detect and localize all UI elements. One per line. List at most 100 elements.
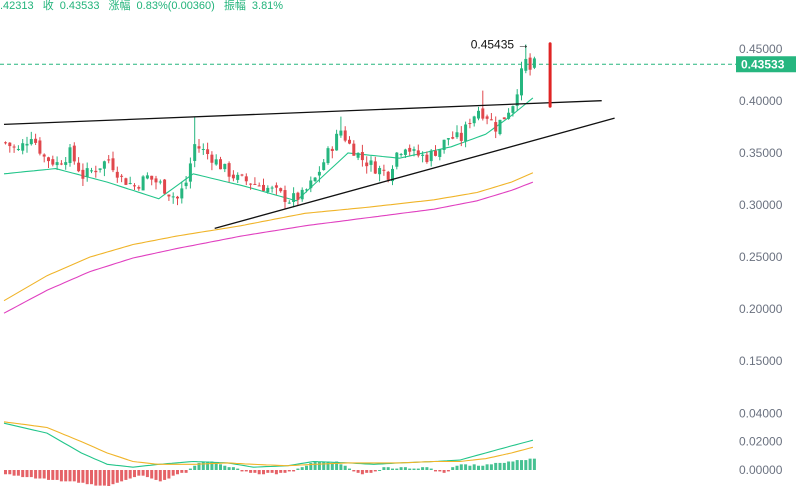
macd-tick-label: 0.02000 [739,435,783,449]
candle-body [85,168,89,177]
candle-body [210,154,214,163]
candle-body [231,174,235,179]
candle-body [4,142,7,144]
candle-body [339,130,343,136]
macd-histogram-bar [511,461,515,470]
candle-body [283,190,287,202]
candle-body [322,162,326,171]
macd-histogram-bar [348,468,351,470]
macd-histogram-bar [124,470,128,480]
candle-body [120,175,124,177]
candle-body [253,183,257,185]
candle-body [494,122,498,132]
macd-histogram-bar [309,462,313,470]
macd-histogram-bar [21,470,25,478]
macd-histogram-bar [408,468,412,470]
candle-body [515,94,519,106]
macd-histogram-bar [322,461,326,470]
candle-body [77,162,81,172]
candle-body [485,116,489,119]
macd-histogram-bar [335,461,339,470]
macd-histogram-bar [287,470,291,472]
macd-histogram-bar [403,467,407,470]
support-trendline[interactable] [214,117,615,230]
macd-histogram-bar [421,467,425,470]
candle-body [446,138,450,140]
candle-body [520,68,523,96]
header-price-fragment: .42313 [0,0,34,12]
macd-histogram-bar [515,460,519,470]
macd-histogram-bar [158,470,162,482]
macd-histogram-bar [154,470,158,480]
candle-body [335,133,339,151]
macd-histogram-bar [382,467,386,470]
candle-body [81,169,85,179]
macd-histogram-bar [477,465,480,470]
macd-histogram-bar [98,470,102,486]
macd-dea-line [3,421,534,467]
macd-histogram-bar [244,470,248,472]
macd-histogram-bar [59,470,63,482]
candle-body [274,185,278,188]
macd-histogram-bar [494,462,498,470]
candle-body [477,110,480,119]
macd-histogram-bar [137,470,141,476]
candle-body [360,152,364,161]
macd-histogram-bar [378,470,382,471]
macd-histogram-bar [459,464,463,470]
candle-body [38,140,42,154]
macd-histogram-bar [38,470,42,479]
candle-body [145,175,149,179]
candle-body [412,149,416,151]
candle-body [223,163,227,170]
macd-histogram-bar [360,470,364,475]
candle-body [180,188,184,199]
candle-body [459,132,463,141]
macd-histogram-bar [227,467,231,470]
macd-histogram-bar [296,468,300,470]
candle-body [434,150,437,156]
candle-body [382,169,386,171]
macd-histogram-bar [107,470,111,486]
macd-histogram-bar [369,470,373,473]
candle-body [124,178,128,185]
ohlc-header: .42313 收 0.43533 涨幅 0.83%(0.00360) 振幅 3.81% [0,0,289,13]
macd-histogram-bar [300,467,304,470]
macd-histogram-bar [524,460,528,470]
current-price-badge [736,56,796,73]
candle-body [266,187,270,193]
macd-histogram-bar [442,470,446,473]
candle-body [468,123,472,125]
candle-body [55,162,59,166]
macd-histogram-bar [412,468,416,470]
candle-body [25,143,29,146]
candle-body [90,170,93,172]
macd-histogram-bar [489,464,493,470]
macd-histogram-bar [25,470,29,478]
macd-histogram-bar [326,461,330,470]
macd-histogram-bar [425,467,429,470]
resistance-trendline[interactable] [3,100,602,126]
macd-histogram-bar [446,470,450,472]
macd-histogram-bar [317,461,321,470]
macd-histogram-bar [399,467,403,470]
macd-histogram-bar [330,462,334,470]
macd-histogram-bar [339,464,343,470]
candle-body [528,57,532,70]
candle-body [72,145,76,162]
macd-histogram-bar [214,462,218,470]
macd-histogram-bar [434,470,437,472]
macd-histogram-bar [133,470,136,478]
macd-tick-label: 0.00000 [739,463,783,477]
candle-body [47,157,50,162]
candle-body [102,161,106,169]
candle-body [201,149,205,151]
price-panel: 0.45000 0.40000 0.35000 0.30000 0.25000 0.200… [0,37,796,368]
macd-histogram-bar [231,467,235,470]
macd-histogram-bar [219,464,222,470]
macd-histogram-bar [343,465,347,470]
candle-body [524,58,528,71]
candle-body [348,139,351,144]
candle-body [300,189,304,200]
